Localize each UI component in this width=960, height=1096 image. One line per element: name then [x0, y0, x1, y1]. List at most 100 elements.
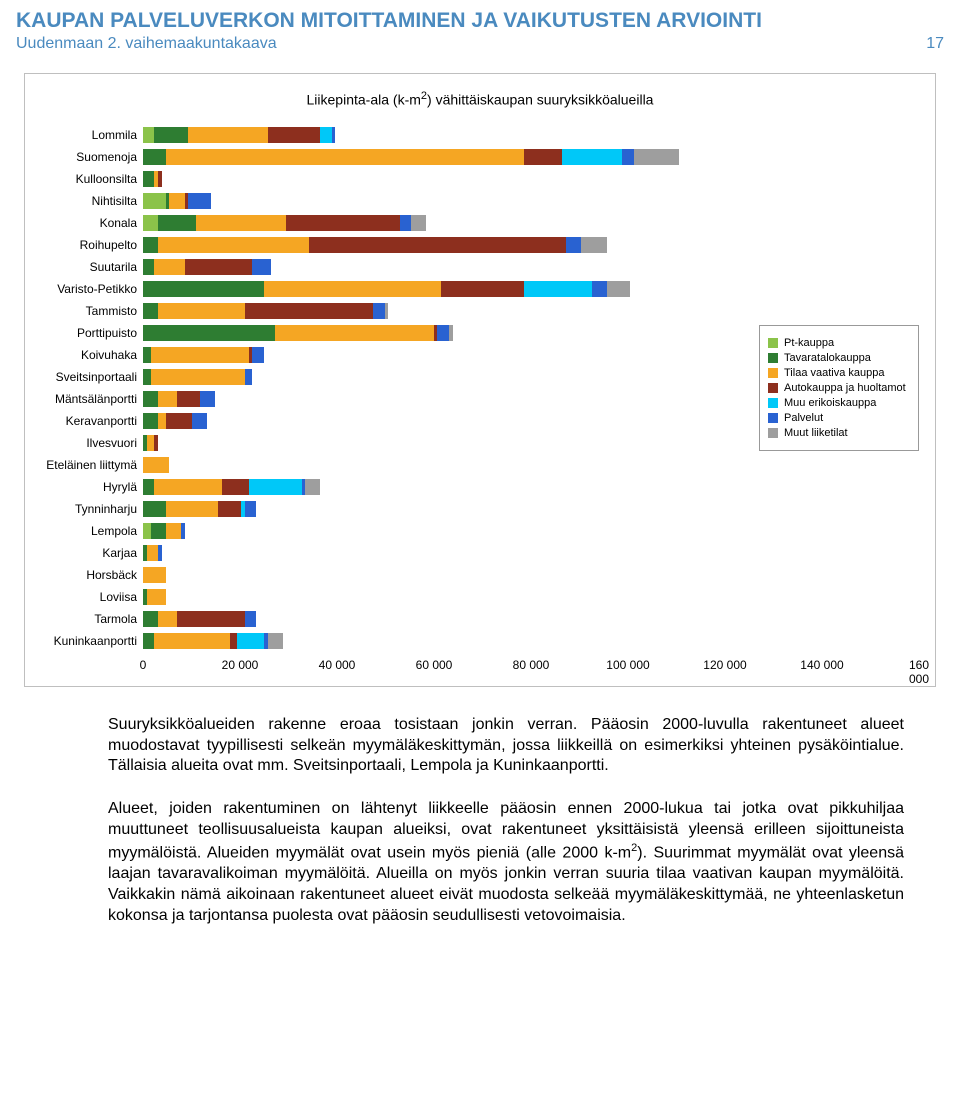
y-axis-label: Suutarila — [41, 256, 143, 278]
bar-segment — [158, 545, 162, 561]
header-title: KAUPAN PALVELUVERKON MITOITTAMINEN JA VA… — [16, 8, 944, 33]
bar-row — [143, 564, 747, 586]
bar-segment — [441, 281, 524, 297]
legend-row: Muu erikoiskauppa — [768, 397, 910, 409]
chart-container: Liikepinta-ala (k-m2) vähittäiskaupan su… — [24, 73, 936, 687]
legend-row: Palvelut — [768, 412, 910, 424]
x-tick: 80 000 — [513, 658, 550, 672]
bar-row — [143, 388, 747, 410]
bar-segment — [188, 193, 211, 209]
bar-segment — [154, 127, 188, 143]
bar-segment — [581, 237, 607, 253]
bar-segment — [166, 149, 525, 165]
paragraph-1: Suuryksikköalueiden rakenne eroaa tosist… — [108, 715, 904, 777]
bar-segment — [177, 611, 245, 627]
y-axis-label: Sveitsinportaali — [41, 366, 143, 388]
y-axis-label: Tynninharju — [41, 498, 143, 520]
bar-segment — [400, 215, 411, 231]
bar-row — [143, 146, 747, 168]
bar-row — [143, 630, 747, 652]
y-axis-label: Nihtisilta — [41, 190, 143, 212]
bar-segment — [158, 391, 177, 407]
bar-row — [143, 542, 747, 564]
bar-segment — [166, 501, 219, 517]
bar-segment — [158, 611, 177, 627]
bar-segment — [158, 237, 309, 253]
y-axis-label: Lommila — [41, 124, 143, 146]
bar-segment — [147, 435, 155, 451]
bar-segment — [592, 281, 607, 297]
bar-segment — [154, 435, 158, 451]
bar-segment — [158, 171, 162, 187]
bar-segment — [158, 413, 166, 429]
bar-segment — [524, 281, 592, 297]
bar-segment — [147, 545, 158, 561]
bar-segment — [143, 149, 166, 165]
x-tick: 100 000 — [606, 658, 649, 672]
bar-row — [143, 410, 747, 432]
y-axis-label: Karjaa — [41, 542, 143, 564]
x-tick: 0 — [140, 658, 147, 672]
bar-segment — [309, 237, 566, 253]
bar-segment — [249, 479, 302, 495]
bar-row — [143, 278, 747, 300]
bar-row — [143, 190, 747, 212]
bar-segment — [143, 611, 158, 627]
bar-segment — [158, 303, 245, 319]
bar-segment — [373, 303, 384, 319]
legend-swatch — [768, 368, 778, 378]
bar-row — [143, 432, 747, 454]
x-tick: 40 000 — [319, 658, 356, 672]
bar-segment — [200, 391, 215, 407]
bar-segment — [151, 369, 245, 385]
bar-segment — [245, 611, 256, 627]
bar-segment — [320, 127, 331, 143]
bars-container — [143, 124, 747, 652]
bar-segment — [158, 215, 196, 231]
bar-segment — [566, 237, 581, 253]
y-axis-label: Keravanportti — [41, 410, 143, 432]
y-axis-label: Varisto-Petikko — [41, 278, 143, 300]
y-axis-label: Lempola — [41, 520, 143, 542]
y-axis-label: Mäntsälänportti — [41, 388, 143, 410]
bar-segment — [252, 347, 263, 363]
bar-segment — [154, 479, 222, 495]
bar-segment — [143, 237, 158, 253]
bar-segment — [185, 259, 253, 275]
bar-segment — [143, 501, 166, 517]
bar-segment — [622, 149, 633, 165]
chart-title: Liikepinta-ala (k-m2) vähittäiskaupan su… — [41, 90, 919, 108]
plot-area — [143, 124, 747, 652]
bar-row — [143, 520, 747, 542]
page: KAUPAN PALVELUVERKON MITOITTAMINEN JA VA… — [0, 0, 960, 972]
bar-segment — [143, 457, 169, 473]
legend-label: Tavaratalokauppa — [784, 352, 871, 364]
legend-swatch — [768, 338, 778, 348]
bar-segment — [268, 127, 321, 143]
bar-segment — [154, 259, 184, 275]
page-header: KAUPAN PALVELUVERKON MITOITTAMINEN JA VA… — [0, 0, 960, 53]
y-axis-label: Porttipuisto — [41, 322, 143, 344]
bar-segment — [634, 149, 679, 165]
bar-row — [143, 366, 747, 388]
chart-title-post: ) vähittäiskaupan suuryksikköalueilla — [427, 92, 653, 108]
legend-label: Muut liiketilat — [784, 427, 848, 439]
bar-segment — [177, 391, 200, 407]
bar-segment — [230, 633, 238, 649]
legend-row: Muut liiketilat — [768, 427, 910, 439]
bar-segment — [143, 523, 151, 539]
legend-swatch — [768, 398, 778, 408]
x-axis: 020 00040 00060 00080 000100 000120 0001… — [143, 658, 919, 678]
y-axis-label: Hyrylä — [41, 476, 143, 498]
y-axis-label: Konala — [41, 212, 143, 234]
legend-row: Tavaratalokauppa — [768, 352, 910, 364]
bar-segment — [143, 369, 151, 385]
x-tick: 160 000 — [909, 658, 929, 686]
y-axis-label: Ilvesvuori — [41, 432, 143, 454]
legend-row: Autokauppa ja huoltamot — [768, 382, 910, 394]
bar-row — [143, 454, 747, 476]
bar-segment — [143, 303, 158, 319]
legend-label: Muu erikoiskauppa — [784, 397, 876, 409]
bar-segment — [411, 215, 426, 231]
bar-segment — [143, 567, 166, 583]
